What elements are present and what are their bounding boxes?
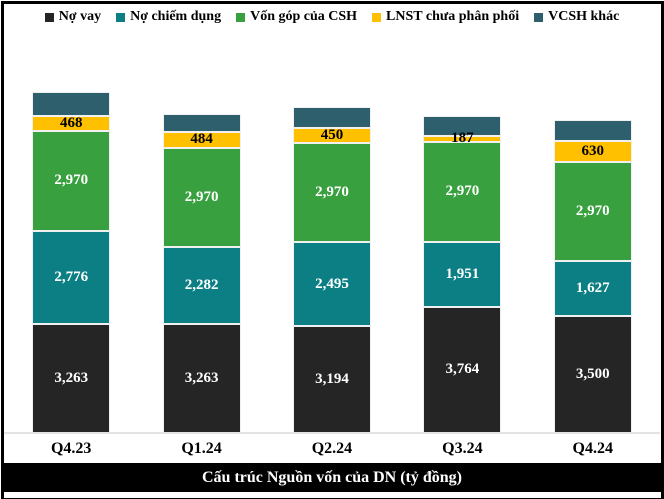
segment-value-label: 187 — [451, 130, 474, 147]
bar-segment — [162, 113, 241, 132]
segment-value-label: 1,627 — [575, 279, 610, 296]
legend-label: Vốn góp của CSH — [250, 9, 358, 24]
bar-segment: 450 — [292, 126, 371, 143]
segment-value-label: 3,263 — [184, 369, 219, 386]
x-axis-line — [4, 432, 660, 434]
bar-segment: 2,282 — [162, 247, 241, 324]
bar-segment: 1,627 — [553, 261, 632, 316]
segment-value-label: 2,970 — [315, 184, 349, 201]
legend-item: VCSH khác — [534, 9, 619, 25]
segment-value-label: 1,951 — [445, 265, 480, 282]
bar-segment: 187 — [423, 131, 502, 146]
legend-label: LNST chưa phân phối — [386, 9, 520, 24]
bar-segment: 2,970 — [553, 161, 632, 262]
segment-value-label: 3,194 — [315, 371, 349, 387]
segment-value-label: 3,500 — [575, 365, 610, 382]
bar-segment: 2,970 — [292, 142, 371, 243]
legend-marker-icon — [534, 12, 544, 22]
segment-value-label: 2,970 — [575, 202, 610, 219]
category-label: Q1.24 — [181, 440, 222, 457]
legend-marker-icon — [372, 12, 382, 22]
category-label: Q3.24 — [442, 440, 483, 457]
bar-segment: 3,500 — [553, 315, 632, 433]
bar-segment: 2,970 — [162, 147, 241, 248]
bar-segment: 468 — [32, 114, 111, 132]
bar-segment: 2,495 — [292, 242, 371, 326]
bar-segment: 3,263 — [32, 323, 111, 433]
segment-value-label: 3,764 — [445, 361, 480, 378]
segment-value-label: 2,970 — [54, 172, 89, 189]
legend-item: Nợ vay — [44, 9, 102, 25]
segment-value-label: 450 — [320, 126, 344, 143]
segment-value-label: 2,282 — [184, 277, 219, 293]
category-label: Q2.24 — [311, 440, 353, 457]
stacked-bar: 3,263 2,776 2,970 468 — [32, 92, 111, 433]
bar-segment: 484 — [162, 131, 241, 148]
segment-value-label: 3,263 — [54, 369, 89, 386]
legend-label: Nợ chiếm dụng — [130, 9, 222, 24]
bar-segment: 2,776 — [32, 230, 111, 324]
legend-label: Nợ vay — [58, 9, 102, 24]
legend-marker-icon — [116, 12, 126, 22]
bar-segment: 630 — [553, 140, 632, 162]
legend-marker-icon — [236, 12, 246, 22]
bar-segment: 2,970 — [423, 142, 502, 242]
segment-value-label: 468 — [59, 114, 83, 131]
segment-value-label: 2,495 — [315, 275, 349, 292]
segment-value-label: 484 — [190, 131, 213, 148]
chart-title: Cấu trúc Nguồn vốn của DN (tỷ đồng) — [201, 468, 463, 486]
bar-segment — [553, 119, 632, 141]
bar-segment — [292, 107, 371, 128]
category-label: Q4.24 — [572, 440, 613, 457]
segment-value-label: 2,970 — [184, 189, 219, 206]
segment-value-label: 2,776 — [54, 268, 89, 285]
category-row: Q4.23 Q1.24 Q2.24 Q3.24 Q4.24 — [6, 440, 658, 458]
stacked-bar: 3,764 1,951 2,970 187 — [423, 116, 502, 433]
stacked-bar: 3,263 2,282 2,970 484 — [162, 113, 241, 433]
category-label: Q4.23 — [50, 440, 92, 457]
bar-segment: 3,263 — [162, 323, 241, 433]
stacked-bar: 3,500 1,627 2,970 630 — [553, 119, 632, 433]
bar-segment — [423, 116, 502, 136]
legend-item: LNST chưa phân phối — [372, 9, 519, 25]
bar-segment: 3,764 — [423, 306, 502, 433]
bar-segment: 3,194 — [292, 326, 371, 433]
segment-value-label: 2,970 — [445, 183, 480, 200]
bars-row: 3,263 2,776 2,970 468 3,263 2,282 2,970 484 3,19… — [6, 92, 658, 433]
stacked-bar: 3,194 2,495 2,970 450 — [292, 107, 371, 433]
legend-label: VCSH khác — [548, 9, 620, 24]
bar-segment: 1,951 — [423, 241, 502, 307]
segment-value-label: 630 — [581, 142, 605, 159]
bar-segment — [32, 92, 111, 116]
chart-title-bar: Cấu trúc Nguồn vốn của DN (tỷ đồng) — [3, 463, 661, 492]
chart-legend: Nợ vay Nợ chiếm dụng Vốn góp của CSH LNST c… — [4, 9, 660, 25]
legend-item: Vốn góp của CSH — [236, 9, 357, 25]
legend-marker-icon — [44, 12, 54, 22]
legend-item: Nợ chiếm dụng — [116, 9, 221, 25]
bar-segment: 2,970 — [32, 131, 111, 231]
